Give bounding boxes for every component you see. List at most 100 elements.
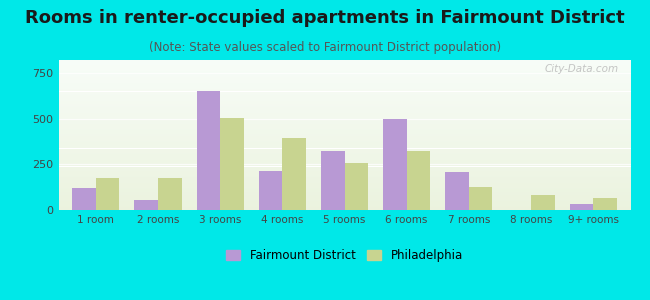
Bar [58,198,630,199]
Bar [58,139,630,140]
Bar [196,91,220,210]
Bar [58,200,630,201]
Bar [58,120,630,121]
Bar [58,145,630,146]
Bar [58,125,630,126]
Bar [58,202,630,203]
Bar [58,199,630,200]
Bar [58,185,630,186]
Bar [58,118,630,119]
Bar [58,126,630,127]
Bar [58,193,630,194]
Text: City-Data.com: City-Data.com [545,64,619,74]
Bar [58,209,630,210]
Bar [58,66,630,67]
Bar [58,70,630,71]
Bar [58,178,630,179]
Bar [58,74,630,75]
Bar [58,106,630,107]
Bar [569,204,593,210]
Bar [321,152,345,210]
Bar [58,61,630,62]
Bar [58,175,630,176]
Bar [58,147,630,148]
Bar [58,191,630,192]
Bar [383,119,407,210]
Bar [58,140,630,141]
Bar [58,181,630,182]
Bar [58,73,630,74]
Bar [58,130,630,131]
Bar [58,101,630,102]
Bar [58,169,630,170]
Bar [58,190,630,191]
Bar [58,123,630,124]
Bar [135,200,158,210]
Bar [58,128,630,129]
Bar [58,169,630,170]
Bar [58,158,630,159]
Bar [58,112,630,113]
Bar [58,160,630,161]
Bar [58,160,630,161]
Bar [58,189,630,190]
Bar [58,161,630,162]
Bar [58,165,630,166]
Bar [72,188,96,210]
Bar [58,202,630,203]
Bar [58,64,630,65]
Bar [58,201,630,202]
Bar [58,164,630,165]
Bar [58,162,630,163]
Bar [58,121,630,122]
Bar [58,87,630,88]
Bar [58,183,630,184]
Bar [58,96,630,97]
Bar [58,93,630,94]
Bar [58,81,630,82]
Bar [58,80,630,81]
Bar [58,173,630,174]
Bar [58,103,630,104]
Bar [58,111,630,112]
Bar [58,92,630,93]
Text: (Note: State values scaled to Fairmount District population): (Note: State values scaled to Fairmount … [149,40,501,53]
Bar [344,164,368,210]
Bar [58,72,630,73]
Text: Rooms in renter-occupied apartments in Fairmount District: Rooms in renter-occupied apartments in F… [25,9,625,27]
Bar [58,90,630,91]
Bar [58,155,630,156]
Bar [58,63,630,64]
Bar [58,122,630,123]
Bar [58,99,630,100]
Bar [58,186,630,187]
Bar [58,71,630,72]
Bar [58,143,630,144]
Bar [58,133,630,134]
Bar [58,188,630,189]
Bar [58,97,630,98]
Bar [58,179,630,180]
Bar [58,68,630,69]
Bar [58,184,630,185]
Bar [58,86,630,87]
Bar [58,171,630,172]
Bar [58,159,630,160]
Bar [58,182,630,183]
Bar [58,88,630,89]
Bar [58,192,630,193]
Bar [58,89,630,90]
Bar [593,198,617,210]
Bar [96,178,120,210]
Bar [158,178,181,210]
Bar [58,104,630,105]
Bar [58,135,630,136]
Bar [58,208,630,209]
Bar [58,163,630,164]
Bar [58,113,630,114]
Bar [58,79,630,80]
Bar [58,146,630,147]
Bar [58,141,630,142]
Bar [58,110,630,111]
Bar [58,180,630,181]
